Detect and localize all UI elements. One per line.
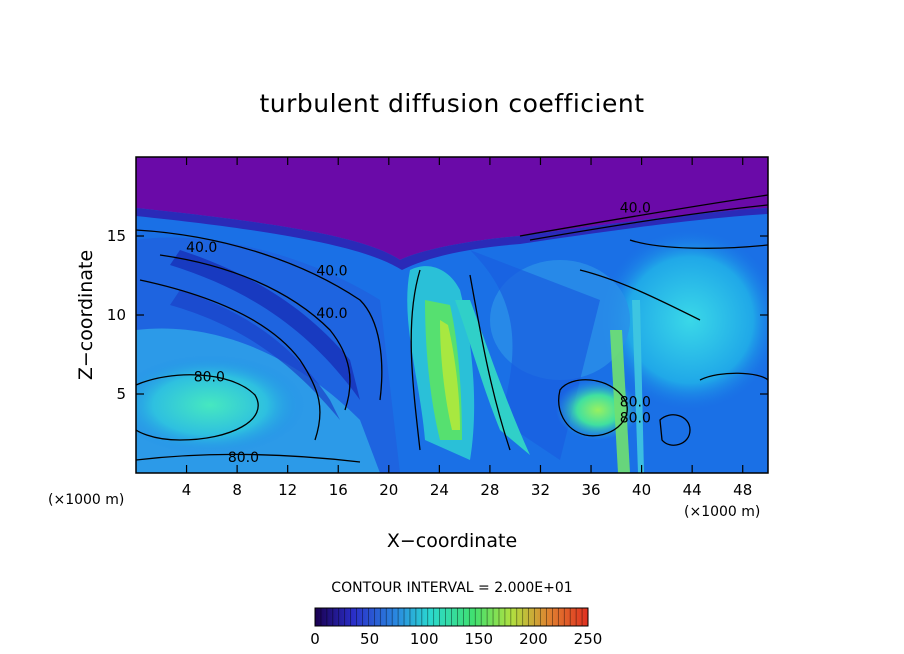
y-tick-label: 10 (107, 306, 126, 324)
contour-label: 40.0 (186, 240, 217, 256)
colorbar-tick-label: 50 (360, 630, 379, 648)
x-tick-label: 48 (733, 481, 752, 499)
colorbar-tick-label: 200 (519, 630, 548, 648)
x-unit-right: (×1000 m) (684, 504, 760, 520)
x-axis-label: X−coordinate (387, 530, 517, 552)
contour-label: 80.0 (620, 410, 651, 426)
x-tick-label: 28 (480, 481, 499, 499)
x-tick-label: 36 (581, 481, 600, 499)
plot-area (136, 157, 768, 473)
contour-label: 80.0 (194, 369, 225, 385)
y-tick-label: 15 (107, 227, 126, 245)
x-tick-label: 40 (632, 481, 651, 499)
colorbar-stripes (320, 608, 583, 626)
contour-label: 40.0 (620, 200, 651, 216)
colorbar-tick-label: 0 (310, 630, 320, 648)
x-axis-ticks: 4 8 12 16 20 24 28 32 36 40 44 48 (182, 157, 752, 499)
x-tick-label: 32 (531, 481, 550, 499)
y-tick-label: 5 (116, 385, 126, 403)
colorbar-tick-label: 250 (574, 630, 603, 648)
colorbar-ticks: 0 50 100 150 200 250 (310, 630, 602, 648)
contour-interval-text: CONTOUR INTERVAL = 2.000E+01 (331, 580, 572, 596)
x-unit-left: (×1000 m) (48, 492, 124, 508)
x-tick-label: 8 (232, 481, 242, 499)
contour-labels: 40.040.040.080.080.040.080.080.0 (186, 200, 651, 466)
y-axis-ticks: 5 10 15 (107, 227, 768, 403)
x-tick-label: 44 (683, 481, 702, 499)
x-tick-label: 4 (182, 481, 192, 499)
colorbar-tick-label: 100 (410, 630, 439, 648)
contour-label: 40.0 (316, 264, 347, 280)
chart-title: turbulent diffusion coefficient (259, 89, 644, 118)
contour-label: 80.0 (228, 450, 259, 466)
contour-label: 40.0 (316, 306, 347, 322)
colorbar-tick-label: 150 (464, 630, 493, 648)
x-tick-label: 16 (329, 481, 348, 499)
y-axis-label: Z−coordinate (75, 250, 97, 380)
x-tick-label: 24 (430, 481, 449, 499)
contour-label: 80.0 (620, 395, 651, 411)
x-tick-label: 12 (278, 481, 297, 499)
x-tick-label: 20 (379, 481, 398, 499)
